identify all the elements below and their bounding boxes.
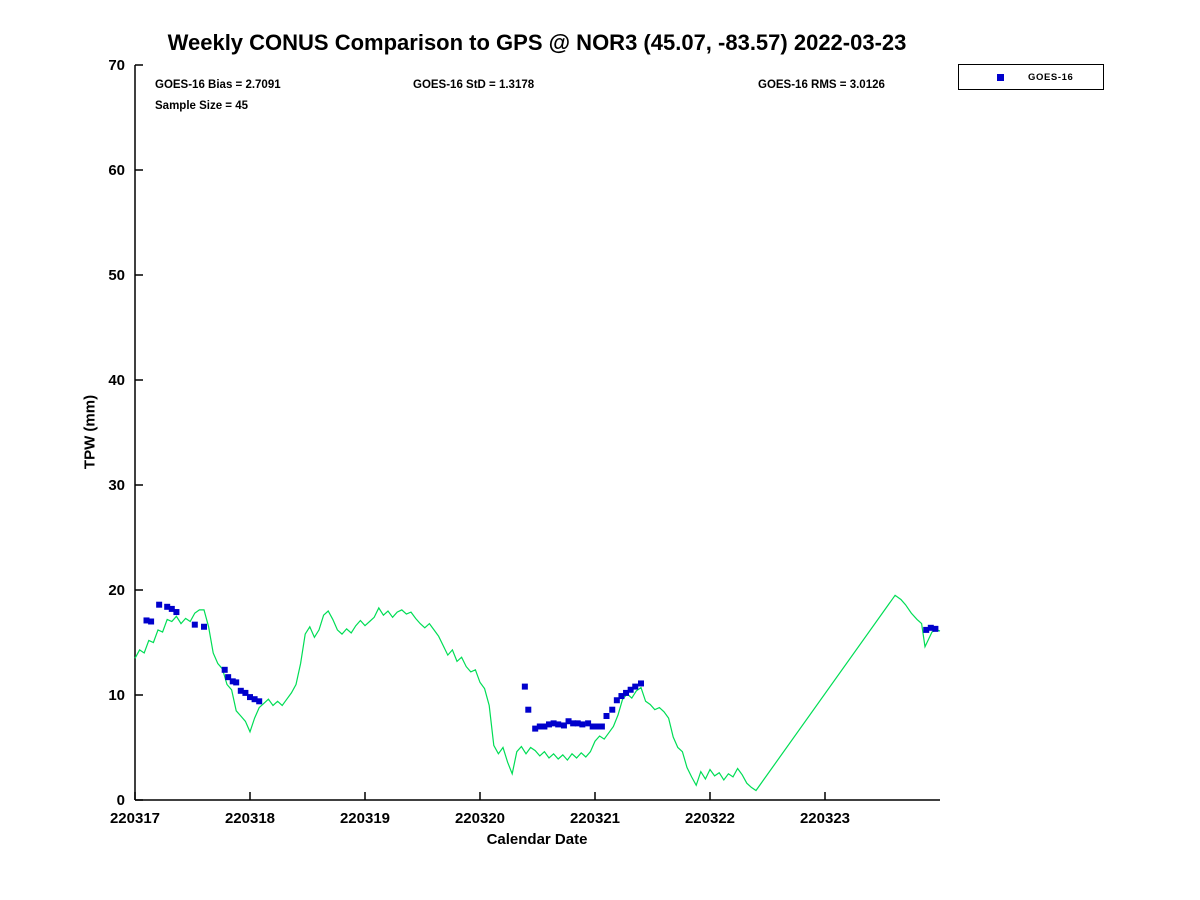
y-tick-label: 40	[108, 372, 125, 389]
x-tick-label: 220323	[800, 810, 850, 827]
goes16-marker	[609, 706, 616, 713]
goes16-marker	[229, 678, 236, 685]
goes16-marker	[541, 723, 548, 730]
goes16-marker	[168, 605, 175, 612]
goes16-marker	[632, 683, 639, 690]
goes16-marker	[560, 722, 567, 729]
goes16-marker	[923, 626, 930, 633]
gps-line	[134, 594, 941, 792]
legend-box: GOES-16	[958, 64, 1104, 90]
goes16-marker	[148, 618, 155, 625]
goes16-marker	[927, 624, 934, 631]
goes16-marker	[164, 603, 171, 610]
x-tick-label: 220318	[225, 810, 275, 827]
goes16-marker	[225, 674, 232, 681]
goes16-marker	[574, 720, 581, 727]
y-axis-label: TPW (mm)	[81, 394, 99, 470]
goes16-marker	[623, 689, 630, 696]
goes16-marker	[143, 617, 150, 624]
y-tick-label: 10	[108, 687, 125, 704]
x-tick-label: 220320	[455, 810, 505, 827]
x-tick-label: 220321	[570, 810, 620, 827]
goes16-marker	[555, 721, 562, 728]
goes16-marker	[525, 706, 532, 713]
stat-rms: GOES-16 RMS = 3.0126	[758, 79, 885, 91]
goes16-marker	[256, 698, 263, 705]
x-axis-label: Calendar Date	[486, 831, 588, 848]
goes16-marker	[221, 666, 228, 673]
stat-bias: GOES-16 Bias = 2.7091	[155, 79, 281, 91]
x-tick-label: 220317	[110, 810, 160, 827]
y-tick-label: 50	[108, 267, 125, 284]
y-tick-label: 30	[108, 477, 125, 494]
goes16-marker	[570, 720, 577, 727]
y-tick-label: 0	[117, 792, 125, 809]
goes16-marker	[251, 696, 258, 703]
chart-title: Weekly CONUS Comparison to GPS @ NOR3 (4…	[167, 30, 907, 55]
goes16-marker	[233, 679, 240, 686]
goes16-marker	[932, 625, 939, 632]
goes16-marker	[589, 723, 596, 730]
x-tick-label: 220319	[340, 810, 390, 827]
goes16-marker	[156, 601, 163, 608]
goes16-marker	[532, 725, 539, 732]
y-tick-label: 20	[108, 582, 125, 599]
goes16-marker	[237, 687, 244, 694]
goes16-marker	[247, 694, 253, 701]
goes16-marker	[585, 720, 592, 727]
y-tick-label: 60	[108, 162, 125, 179]
goes16-marker	[550, 720, 557, 727]
y-tick-label: 70	[108, 57, 125, 74]
goes16-marker	[201, 623, 207, 630]
legend-square-marker-icon	[997, 73, 1004, 81]
legend-label: GOES-16	[1028, 71, 1074, 83]
goes16-marker	[603, 713, 610, 719]
goes16-marker	[565, 718, 572, 725]
goes16-marker	[536, 723, 543, 730]
goes16-marker	[627, 686, 634, 693]
goes16-marker	[173, 609, 180, 616]
stat-sample-size: Sample Size = 45	[155, 100, 249, 112]
goes16-marker	[638, 680, 644, 687]
goes16-marker	[618, 693, 625, 700]
goes16-marker	[594, 723, 601, 730]
stat-std: GOES-16 StD = 1.3178	[413, 79, 535, 91]
goes16-marker	[546, 721, 552, 728]
goes16-marker	[521, 683, 528, 690]
goes16-marker	[191, 621, 198, 628]
goes16-marker	[613, 697, 620, 704]
x-tick-label: 220322	[685, 810, 735, 827]
goes16-marker	[598, 723, 605, 730]
goes16-marker	[579, 721, 586, 728]
goes16-marker	[242, 689, 249, 696]
